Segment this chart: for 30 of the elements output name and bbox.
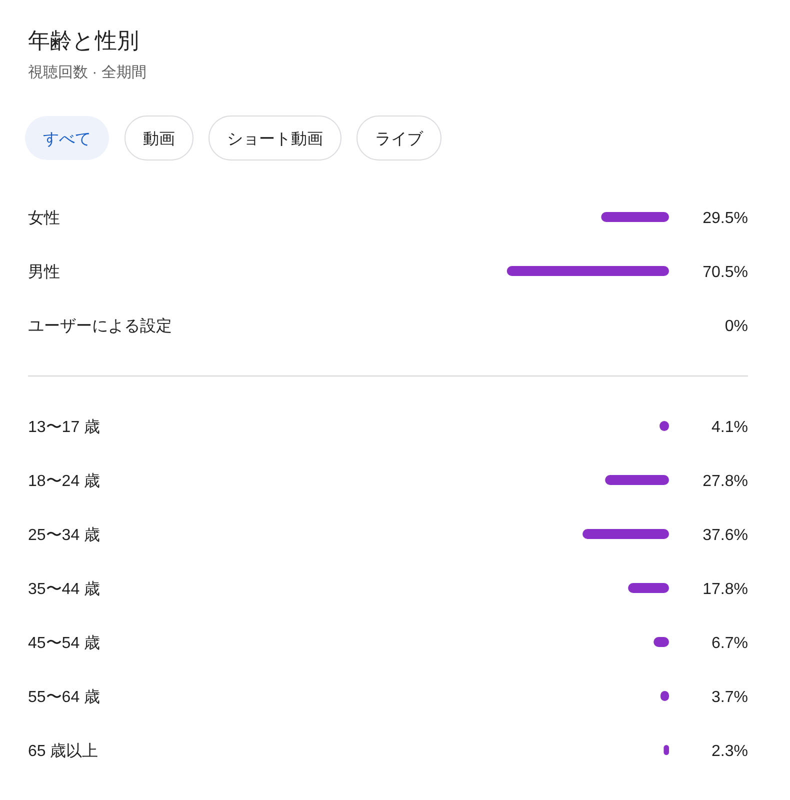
data-label: 37.6% [702,527,748,544]
data-label: 27.8% [702,473,748,490]
text: 視聴回数 · 全期間 [28,64,146,81]
y-tick-label: 35〜44 歳 [28,580,100,598]
text: ライブ [375,130,424,148]
y-tick-label: 25〜34 歳 [28,526,100,544]
data-label: 4.1% [712,419,748,436]
y-tick-label: 45〜54 歳 [28,634,100,652]
y-tick-label: 男性 [28,264,60,281]
data-label: 29.5% [702,210,748,227]
y-tick-label: 18〜24 歳 [28,472,100,490]
data-label: 6.7% [712,635,748,652]
data-label: 0% [724,318,748,335]
text: すべて [43,131,91,148]
data-label: 70.5% [702,264,748,281]
data-label: 3.7% [712,689,748,706]
bar [605,475,669,485]
y-tick-label: 13〜17 歳 [28,418,100,436]
y-tick-label: ユーザーによる設定 [28,317,172,335]
text: 動画 [143,131,175,148]
text: 年齢と性別 [28,28,139,53]
y-tick-label: 65 歳以上 [28,742,98,760]
y-tick-label: 55〜64 歳 [28,688,100,706]
y-tick-label: 女性 [28,210,60,227]
bar [664,745,669,755]
data-label: 2.3% [712,743,748,760]
text: ショート動画 [227,131,323,148]
bar [628,583,669,593]
data-label: 17.8% [702,581,748,598]
bar [582,529,669,539]
